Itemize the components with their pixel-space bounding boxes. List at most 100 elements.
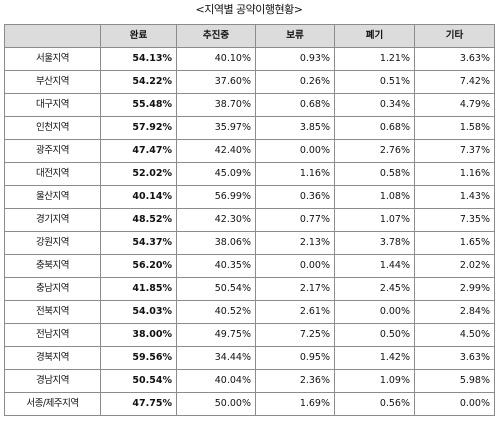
table-row: 경기지역 48.52% 42.30% 0.77% 1.07% 7.35% bbox=[4, 208, 495, 232]
region-cell: 전남지역 bbox=[4, 323, 101, 347]
other-cell: 7.42% bbox=[414, 70, 495, 94]
in-progress-cell: 40.35% bbox=[176, 254, 256, 278]
discarded-cell: 2.76% bbox=[334, 139, 415, 163]
table-title: <지역별 공약이행현황> bbox=[195, 3, 303, 16]
complete-cell: 54.03% bbox=[100, 300, 177, 324]
table-row: 서울지역 54.13% 40.10% 0.93% 1.21% 3.63% bbox=[4, 47, 495, 71]
on-hold-cell: 2.61% bbox=[255, 300, 335, 324]
in-progress-cell: 35.97% bbox=[176, 116, 256, 140]
other-cell: 1.16% bbox=[414, 162, 495, 186]
other-cell: 2.99% bbox=[414, 277, 495, 301]
table-row: 경남지역 50.54% 40.04% 2.36% 1.09% 5.98% bbox=[4, 369, 495, 393]
region-cell: 경북지역 bbox=[4, 346, 101, 370]
region-cell: 경기지역 bbox=[4, 208, 101, 232]
on-hold-cell: 3.85% bbox=[255, 116, 335, 140]
on-hold-cell: 0.36% bbox=[255, 185, 335, 209]
other-cell: 5.98% bbox=[414, 369, 495, 393]
other-cell: 4.50% bbox=[414, 323, 495, 347]
discarded-cell: 0.50% bbox=[334, 323, 415, 347]
other-cell: 1.43% bbox=[414, 185, 495, 209]
in-progress-cell: 49.75% bbox=[176, 323, 256, 347]
header-discarded: 폐기 bbox=[334, 24, 415, 48]
table-row: 광주지역 47.47% 42.40% 0.00% 2.76% 7.37% bbox=[4, 139, 495, 163]
table-row: 인천지역 57.92% 35.97% 3.85% 0.68% 1.58% bbox=[4, 116, 495, 140]
complete-cell: 52.02% bbox=[100, 162, 177, 186]
other-cell: 7.37% bbox=[414, 139, 495, 163]
header-in-progress: 추진중 bbox=[176, 24, 256, 48]
other-cell: 1.65% bbox=[414, 231, 495, 255]
discarded-cell: 0.00% bbox=[334, 300, 415, 324]
complete-cell: 57.92% bbox=[100, 116, 177, 140]
table-row: 전남지역 38.00% 49.75% 7.25% 0.50% 4.50% bbox=[4, 323, 495, 347]
region-cell: 강원지역 bbox=[4, 231, 101, 255]
table-row: 울산지역 40.14% 56.99% 0.36% 1.08% 1.43% bbox=[4, 185, 495, 209]
discarded-cell: 2.45% bbox=[334, 277, 415, 301]
region-cell: 서울지역 bbox=[4, 47, 101, 71]
in-progress-cell: 56.99% bbox=[176, 185, 256, 209]
on-hold-cell: 0.68% bbox=[255, 93, 335, 117]
complete-cell: 56.20% bbox=[100, 254, 177, 278]
discarded-cell: 0.68% bbox=[334, 116, 415, 140]
region-cell: 부산지역 bbox=[4, 70, 101, 94]
region-cell: 전북지역 bbox=[4, 300, 101, 324]
region-cell: 대구지역 bbox=[4, 93, 101, 117]
header-complete: 완료 bbox=[100, 24, 177, 48]
on-hold-cell: 0.00% bbox=[255, 254, 335, 278]
in-progress-cell: 40.52% bbox=[176, 300, 256, 324]
in-progress-cell: 50.54% bbox=[176, 277, 256, 301]
discarded-cell: 3.78% bbox=[334, 231, 415, 255]
discarded-cell: 1.42% bbox=[334, 346, 415, 370]
region-cell: 인천지역 bbox=[4, 116, 101, 140]
on-hold-cell: 0.95% bbox=[255, 346, 335, 370]
other-cell: 3.63% bbox=[414, 47, 495, 71]
complete-cell: 40.14% bbox=[100, 185, 177, 209]
complete-cell: 41.85% bbox=[100, 277, 177, 301]
discarded-cell: 0.58% bbox=[334, 162, 415, 186]
region-cell: 충북지역 bbox=[4, 254, 101, 278]
other-cell: 2.02% bbox=[414, 254, 495, 278]
table-row: 전북지역 54.03% 40.52% 2.61% 0.00% 2.84% bbox=[4, 300, 495, 324]
discarded-cell: 1.07% bbox=[334, 208, 415, 232]
table-row: 대전지역 52.02% 45.09% 1.16% 0.58% 1.16% bbox=[4, 162, 495, 186]
on-hold-cell: 0.77% bbox=[255, 208, 335, 232]
complete-cell: 54.37% bbox=[100, 231, 177, 255]
region-cell: 광주지역 bbox=[4, 139, 101, 163]
in-progress-cell: 37.60% bbox=[176, 70, 256, 94]
table-row: 대구지역 55.48% 38.70% 0.68% 0.34% 4.79% bbox=[4, 93, 495, 117]
other-cell: 1.58% bbox=[414, 116, 495, 140]
other-cell: 0.00% bbox=[414, 392, 495, 416]
table-row: 경북지역 59.56% 34.44% 0.95% 1.42% 3.63% bbox=[4, 346, 495, 370]
region-cell: 경남지역 bbox=[4, 369, 101, 393]
in-progress-cell: 50.00% bbox=[176, 392, 256, 416]
on-hold-cell: 2.36% bbox=[255, 369, 335, 393]
in-progress-cell: 42.40% bbox=[176, 139, 256, 163]
other-cell: 3.63% bbox=[414, 346, 495, 370]
on-hold-cell: 0.93% bbox=[255, 47, 335, 71]
discarded-cell: 0.34% bbox=[334, 93, 415, 117]
discarded-cell: 1.21% bbox=[334, 47, 415, 71]
other-cell: 7.35% bbox=[414, 208, 495, 232]
complete-cell: 54.13% bbox=[100, 47, 177, 71]
table-row: 충남지역 41.85% 50.54% 2.17% 2.45% 2.99% bbox=[4, 277, 495, 301]
header-row: 완료 추진중 보류 폐기 기타 bbox=[4, 24, 495, 48]
region-cell: 대전지역 bbox=[4, 162, 101, 186]
on-hold-cell: 1.69% bbox=[255, 392, 335, 416]
on-hold-cell: 2.13% bbox=[255, 231, 335, 255]
complete-cell: 50.54% bbox=[100, 369, 177, 393]
region-cell: 충남지역 bbox=[4, 277, 101, 301]
header-corner bbox=[4, 24, 101, 48]
discarded-cell: 1.09% bbox=[334, 369, 415, 393]
on-hold-cell: 7.25% bbox=[255, 323, 335, 347]
other-cell: 4.79% bbox=[414, 93, 495, 117]
pledge-status-table: 완료 추진중 보류 폐기 기타 서울지역 54.13% 40.10% 0.93% 1.2… bbox=[4, 24, 495, 416]
in-progress-cell: 38.70% bbox=[176, 93, 256, 117]
table-row: 충북지역 56.20% 40.35% 0.00% 1.44% 2.02% bbox=[4, 254, 495, 278]
in-progress-cell: 38.06% bbox=[176, 231, 256, 255]
on-hold-cell: 2.17% bbox=[255, 277, 335, 301]
complete-cell: 55.48% bbox=[100, 93, 177, 117]
on-hold-cell: 0.00% bbox=[255, 139, 335, 163]
complete-cell: 38.00% bbox=[100, 323, 177, 347]
table-body: 서울지역 54.13% 40.10% 0.93% 1.21% 3.63% 부산지역 54.22… bbox=[4, 47, 495, 416]
in-progress-cell: 40.10% bbox=[176, 47, 256, 71]
complete-cell: 47.47% bbox=[100, 139, 177, 163]
